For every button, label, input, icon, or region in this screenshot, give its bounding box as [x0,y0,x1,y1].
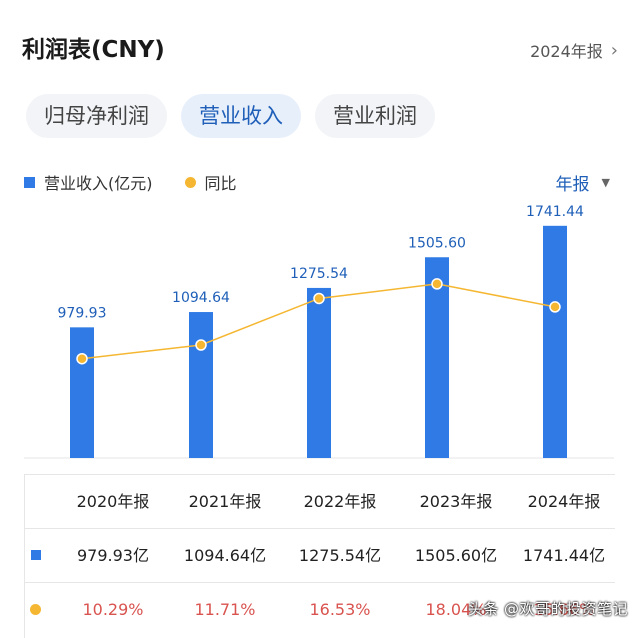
bar-value-label: 1275.54 [290,266,348,282]
table-header-cell: 2023年报 [419,492,493,511]
table-cell: 18.04% [425,600,487,619]
revenue-bar [425,257,449,458]
page-title: 利润表(CNY) [22,37,165,63]
yoy-point [549,301,561,313]
table-header-cell: 2020年报 [76,492,150,511]
table-cell: 11.71% [194,600,256,619]
bar-value-label: 979.93 [58,305,107,321]
table-header-cell: 2024年报 [527,492,601,511]
table-cell: 10.29% [82,600,144,619]
table-cell: 1505.60亿 [414,546,498,565]
table-header-row: 2020年报 2021年报 2022年报 2023年报 2024年报 [25,474,615,529]
frequency-dropdown[interactable]: 年报 ▼ [556,170,610,195]
yoy-point [76,352,88,365]
tab-net-profit[interactable]: 归母净利润 [26,94,167,138]
period-label: 2024年报 [530,42,603,61]
table-row-yoy: 10.29% 11.71% 16.53% 18.04% 15.66% [25,582,615,637]
yoy-point [195,339,207,351]
table-cell: 16.53% [309,600,371,619]
revenue-bar [70,327,94,458]
yoy-row-marker [25,583,57,637]
revenue-bar [543,225,567,458]
table-cell: 15.66% [533,600,595,619]
revenue-row-marker [25,529,57,583]
chart-legend: 营业收入(亿元) 同比 [24,170,237,194]
table-cell: 1275.54亿 [298,546,382,565]
table-corner [25,475,57,529]
watermark: 头条 @欢哥的投资笔记 [467,600,628,618]
legend-bar-label: 营业收入(亿元) [44,174,153,193]
table-row-revenue: 979.93亿 1094.64亿 1275.54亿 1505.60亿 1741.… [25,528,615,583]
table-header-cell: 2022年报 [303,492,377,511]
table-cell: 979.93亿 [77,546,149,565]
table-header-cell: 2021年报 [188,492,262,511]
tab-operating-profit[interactable]: 营业利润 [315,94,435,138]
chevron-right-icon: › [610,39,618,61]
legend-line-label: 同比 [204,174,237,193]
data-table: 2020年报 2021年报 2022年报 2023年报 2024年报 979.9… [24,474,615,638]
bar-value-label: 1505.60 [408,235,466,251]
yoy-point [313,292,325,305]
bar-legend-square [31,550,41,560]
frequency-label: 年报 [555,175,590,195]
tab-revenue[interactable]: 营业收入 [181,94,301,138]
yoy-point [431,278,443,290]
table-cell: 1741.44亿 [522,546,606,565]
legend-bar-marker [24,176,35,188]
period-selector[interactable]: 2024年报 › [530,38,618,62]
bar-value-label: 1741.44 [526,204,584,220]
revenue-bar [189,312,213,458]
bar-value-label: 1094.64 [172,290,230,306]
line-legend-dot [30,604,41,615]
legend-line-marker [184,176,196,188]
caret-down-icon: ▼ [601,176,610,189]
table-cell: 1094.64亿 [183,546,267,565]
metric-tabs: 归母净利润 营业收入 营业利润 [26,94,435,138]
revenue-bar [307,287,331,458]
